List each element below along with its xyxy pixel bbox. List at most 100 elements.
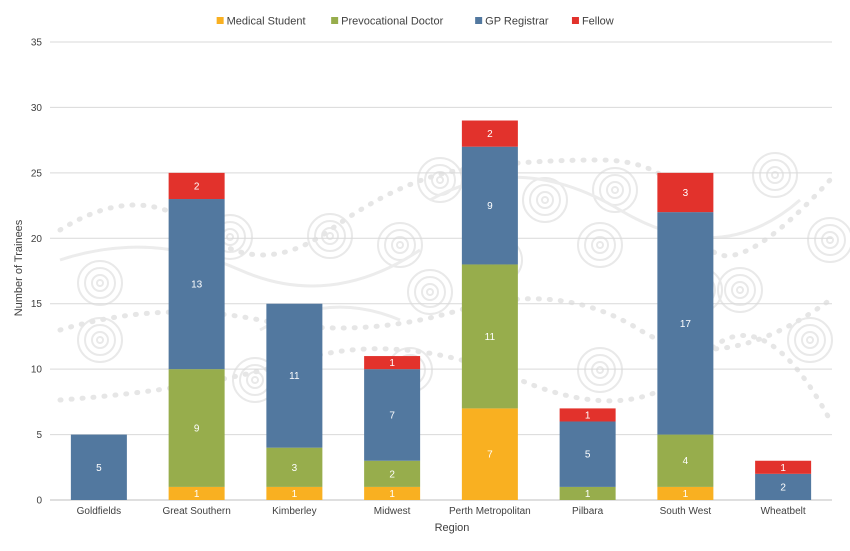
y-tick-label: 25	[31, 168, 43, 179]
bar-segment	[364, 356, 421, 370]
data-label: 17	[680, 319, 692, 330]
x-tick-label: Perth Metropolitan	[449, 506, 531, 517]
data-label: 1	[389, 358, 395, 369]
y-axis-title: Number of Trainees	[13, 219, 25, 316]
bar-segment	[755, 460, 812, 474]
background-circle-motif	[77, 317, 123, 363]
data-label: 1	[292, 489, 298, 500]
x-tick-label: Great Southern	[162, 506, 230, 517]
legend-item: Medical Student	[216, 16, 306, 28]
data-label: 11	[289, 371, 300, 382]
y-tick-label: 10	[31, 365, 43, 376]
background-circle-motif	[807, 217, 850, 263]
bar-segment	[364, 369, 421, 461]
x-tick-label: South West	[660, 506, 712, 517]
x-tick-label: Midwest	[374, 506, 411, 517]
data-label: 1	[389, 489, 395, 500]
background-circle-motif	[522, 177, 568, 223]
x-axis-ticks: Goldfields Great Southern Kimberley Midwest…	[77, 506, 806, 517]
data-label: 1	[194, 489, 200, 500]
bar-segment	[70, 434, 127, 500]
data-label: 13	[191, 280, 203, 291]
data-label: 1	[585, 410, 591, 421]
legend-item: GP Registrar	[475, 16, 549, 28]
bar-segment	[559, 408, 616, 422]
data-label: 9	[194, 424, 200, 435]
bar-segment	[657, 486, 714, 500]
data-label: 2	[487, 129, 493, 140]
legend-item: Prevocational Doctor	[331, 16, 444, 28]
bar-segment	[168, 199, 225, 370]
y-tick-label: 30	[31, 103, 43, 114]
bar-segment	[364, 460, 421, 487]
legend-label: Fellow	[582, 16, 614, 28]
data-label: 5	[96, 463, 102, 474]
background-circle-motif	[77, 260, 123, 306]
bar-segment	[559, 421, 616, 487]
data-label: 7	[389, 410, 395, 421]
legend: Medical Student Prevocational Doctor GP Re…	[216, 16, 614, 28]
bar-segment	[266, 303, 323, 448]
legend-label: GP Registrar	[485, 16, 549, 28]
data-label: 3	[683, 188, 689, 199]
background-circle-motif	[787, 317, 833, 363]
legend-item: Fellow	[571, 16, 614, 28]
background-circle-motif	[577, 347, 623, 393]
bar-segment	[657, 212, 714, 435]
data-label: 1	[683, 489, 689, 500]
bar-segment	[168, 486, 225, 500]
legend-swatch	[331, 17, 339, 24]
data-label: 9	[487, 201, 493, 212]
bar-segment	[657, 434, 714, 487]
data-label: 2	[780, 482, 786, 493]
bar-segment	[461, 408, 518, 500]
background-circle-motif	[752, 152, 798, 198]
bar-segment	[461, 146, 518, 265]
bar-segment	[755, 473, 812, 500]
data-label: 2	[194, 181, 200, 192]
background-line	[59, 245, 421, 288]
data-label: 4	[683, 456, 689, 467]
background-circle-motif	[307, 213, 353, 259]
legend-swatch	[571, 17, 579, 24]
y-tick-label: 5	[36, 430, 42, 441]
data-label: 1	[585, 489, 591, 500]
bar-segment	[364, 486, 421, 500]
y-tick-label: 20	[31, 234, 43, 245]
y-tick-label: 15	[31, 299, 43, 310]
legend-label: Prevocational Doctor	[341, 16, 443, 28]
bar-segment	[461, 120, 518, 147]
background-circle-motif	[377, 222, 423, 268]
data-label: 1	[780, 463, 786, 474]
data-label: 7	[487, 450, 493, 461]
background-circle-motif	[717, 267, 763, 313]
x-tick-label: Goldfields	[77, 506, 121, 517]
legend-swatch	[475, 17, 483, 24]
x-tick-label: Pilbara	[572, 506, 604, 517]
gridlines	[50, 41, 832, 501]
y-tick-label: 0	[36, 496, 42, 507]
bar-segment	[266, 447, 323, 487]
background-circle-motif	[577, 222, 623, 268]
background-circle-motif	[407, 269, 453, 315]
bar-segment	[266, 486, 323, 500]
data-label: 11	[485, 332, 496, 343]
bar-segment	[168, 369, 225, 487]
data-label: 3	[292, 463, 298, 474]
bar-segment	[559, 486, 616, 500]
bar-segment	[657, 172, 714, 213]
data-label: 5	[585, 450, 591, 461]
bar-segment	[168, 172, 225, 200]
y-tick-label: 35	[31, 38, 43, 49]
y-axis-ticks: 0 5 10 15 20 25 30 35	[31, 38, 43, 507]
data-label: 2	[389, 469, 395, 480]
legend-swatch	[216, 17, 224, 24]
legend-label: Medical Student	[227, 16, 306, 28]
x-tick-label: Kimberley	[272, 506, 316, 517]
x-axis-title: Region	[435, 522, 470, 534]
bar-segment	[461, 264, 518, 409]
background-circle-motif	[592, 167, 638, 213]
x-tick-label: Wheatbelt	[761, 506, 806, 517]
